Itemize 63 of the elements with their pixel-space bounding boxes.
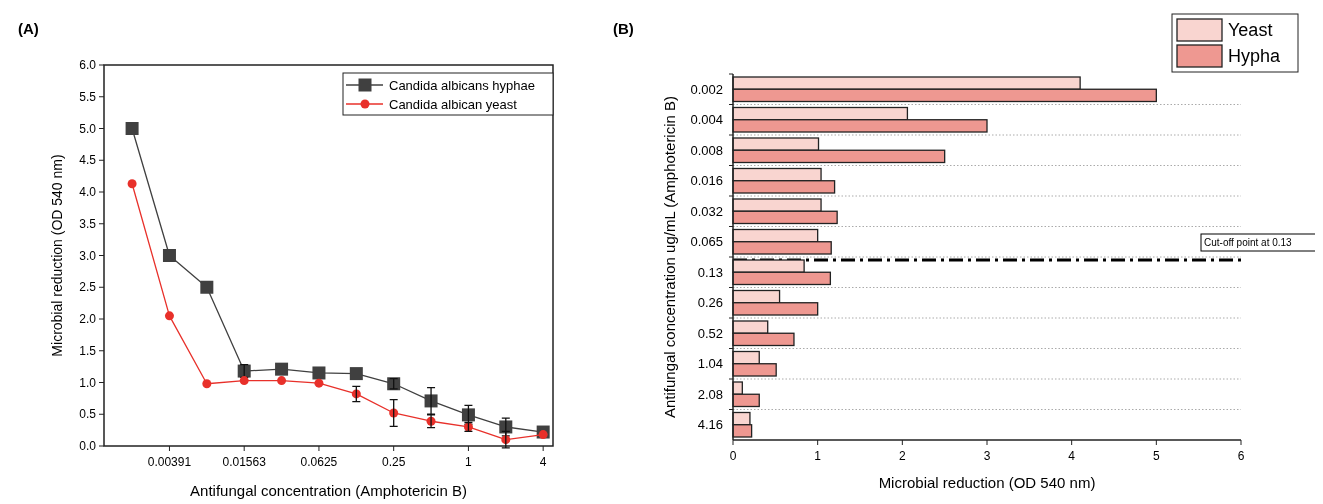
y-tick-label: 0.016 xyxy=(690,173,723,189)
point xyxy=(202,379,212,389)
x-axis-title: Antifungal concentration (Amphotericin B) xyxy=(190,482,467,499)
point xyxy=(277,376,287,386)
x-tick-label: 0.00391 xyxy=(147,455,192,469)
y-tick-label: 3.0 xyxy=(79,248,97,263)
ref-line-label: Cut-off point at 0.13 xyxy=(1204,237,1293,248)
y-tick-label: 5.5 xyxy=(79,89,97,104)
y-tick-label: 6.0 xyxy=(79,58,97,73)
x-tick-label: 1 xyxy=(465,455,473,469)
point xyxy=(538,430,548,440)
legend-label: Hypha xyxy=(1228,46,1282,67)
x-tick-label: 4 xyxy=(1068,449,1076,463)
point xyxy=(239,376,249,386)
legend-label: Yeast xyxy=(1228,20,1273,41)
point xyxy=(127,179,137,189)
y-tick-label: 0.004 xyxy=(690,112,723,128)
x-tick-label: 3 xyxy=(983,449,991,463)
point xyxy=(164,311,174,321)
x-tick-label: 0.01563 xyxy=(222,455,267,469)
legend-label: Candida albicans hyphae xyxy=(389,77,535,93)
x-tick-label: 0.25 xyxy=(382,455,406,469)
y-tick-label: 2.08 xyxy=(697,386,723,402)
y-tick-label: 2.0 xyxy=(79,312,97,327)
x-tick-label: 5 xyxy=(1152,449,1160,463)
x-tick-label: 2 xyxy=(898,449,906,463)
y-tick-label: 0.13 xyxy=(697,264,723,280)
point xyxy=(314,378,324,388)
y-axis-title: Microbial reduction (OD 540 nm) xyxy=(49,154,65,357)
y-tick-label: 5.0 xyxy=(79,121,97,136)
y-tick-label: 0.26 xyxy=(697,295,723,311)
y-tick-label: 0.0 xyxy=(79,439,97,454)
x-axis-title: Microbial reduction (OD 540 nm) xyxy=(878,474,1096,491)
x-tick-label: 6 xyxy=(1237,449,1245,463)
y-tick-label: 3.5 xyxy=(79,216,97,231)
y-tick-label: 0.065 xyxy=(690,234,723,250)
x-tick-label: 0.0625 xyxy=(300,455,338,469)
chart-title: (B) xyxy=(613,20,634,37)
y-tick-label: 4.16 xyxy=(697,417,723,433)
legend-label: Candida albican yeast xyxy=(389,96,518,112)
point xyxy=(125,122,139,135)
x-tick-label: 1 xyxy=(814,449,822,463)
chart-title: (A) xyxy=(18,20,39,37)
x-tick-label: 0 xyxy=(729,449,737,463)
point xyxy=(461,408,475,422)
point xyxy=(312,366,326,380)
y-axis-title: Antifungal concentration ug/mL (Amphotericin B) xyxy=(661,95,678,419)
y-tick-label: 0.5 xyxy=(79,407,97,422)
y-tick-label: 1.0 xyxy=(79,375,97,390)
y-tick-label: 2.5 xyxy=(79,280,97,295)
y-tick-label: 0.032 xyxy=(690,203,723,219)
y-tick-label: 1.5 xyxy=(79,343,97,358)
point xyxy=(275,362,289,376)
y-tick-label: 4.0 xyxy=(79,185,97,200)
y-tick-label: 0.008 xyxy=(690,142,723,158)
y-tick-label: 0.52 xyxy=(697,325,723,341)
x-tick-label: 4 xyxy=(539,455,547,469)
y-tick-label: 0.002 xyxy=(690,81,723,97)
point xyxy=(162,249,176,262)
y-tick-label: 4.5 xyxy=(79,153,97,168)
point xyxy=(349,367,363,381)
point xyxy=(200,280,214,294)
y-tick-label: 1.04 xyxy=(697,356,723,372)
